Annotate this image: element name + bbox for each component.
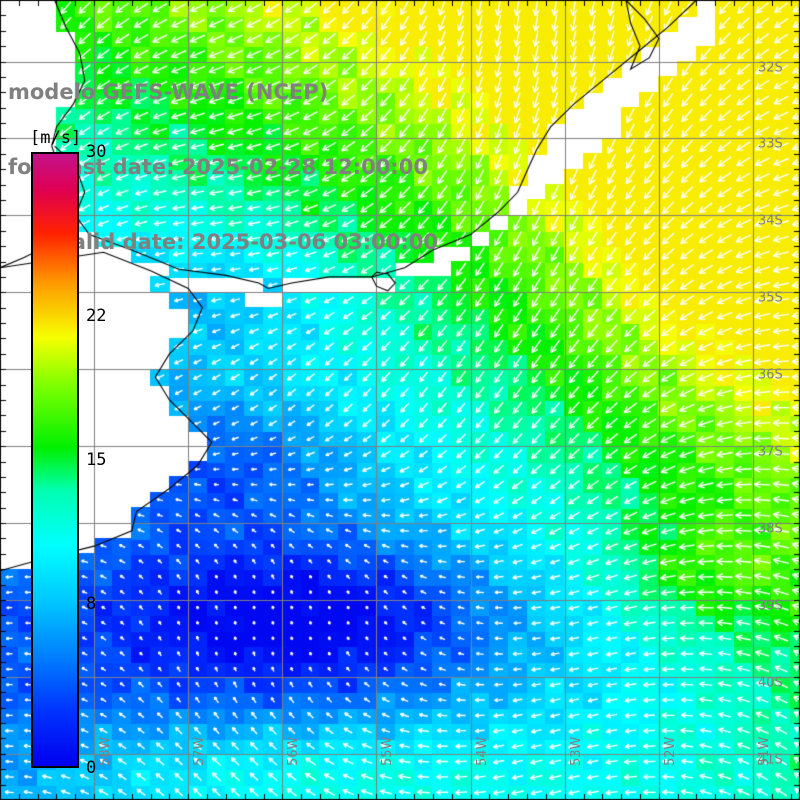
lat-label-35S: 35S: [758, 290, 783, 306]
colorbar-gradient: [33, 154, 77, 766]
colorbar-tick-15: 15: [86, 450, 107, 470]
lat-label-36S: 36S: [758, 367, 783, 383]
colorbar-tick-8: 8: [86, 593, 97, 614]
lon-label-55W: 55W: [380, 736, 396, 766]
lat-label-38S: 38S: [758, 521, 783, 537]
lon-label-56W: 56W: [286, 736, 302, 766]
colorbar: [31, 152, 79, 768]
lat-label-39S: 39S: [758, 598, 783, 614]
colorbar-tick-0: 0: [86, 758, 97, 778]
lat-label-32S: 32S: [758, 60, 783, 76]
lat-label-33S: 33S: [758, 136, 783, 152]
lon-label-52W: 52W: [662, 736, 678, 766]
lat-label-40S: 40S: [758, 675, 783, 691]
lon-label-51W: 51W: [756, 736, 772, 766]
lat-label-34S: 34S: [758, 213, 783, 229]
colorbar-tick-30: 30: [86, 142, 107, 162]
lat-label-41S: 41S: [758, 752, 783, 768]
lon-label-58W: 58W: [98, 736, 114, 766]
lon-label-54W: 54W: [474, 736, 490, 766]
lon-label-57W: 57W: [192, 736, 208, 766]
colorbar-unit-label: [m/s]: [30, 128, 82, 148]
lat-label-37S: 37S: [758, 444, 783, 460]
colorbar-tick-22: 22: [86, 306, 107, 327]
lon-label-53W: 53W: [568, 736, 584, 766]
